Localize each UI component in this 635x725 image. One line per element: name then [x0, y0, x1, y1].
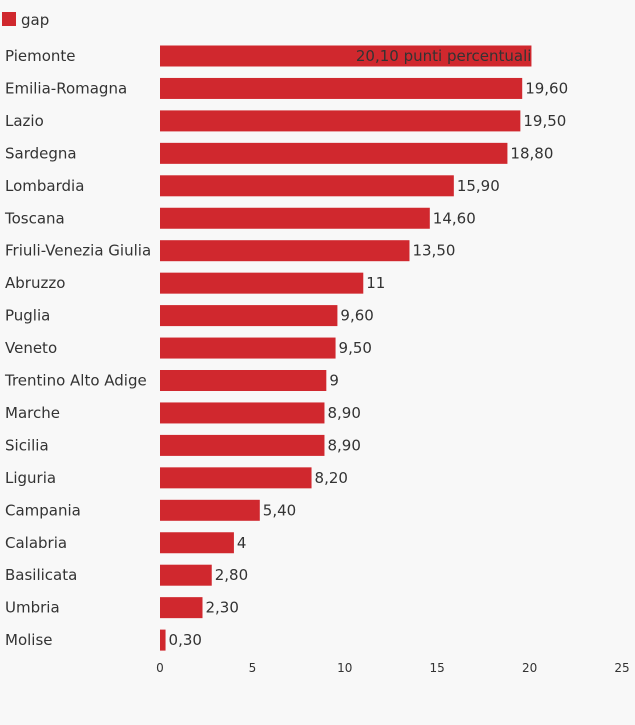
data-label: 8,90: [327, 404, 360, 422]
category-label: Marche: [5, 404, 60, 422]
data-label: 15,90: [457, 177, 500, 195]
bar: [160, 240, 410, 262]
x-tick-label: 0: [156, 661, 164, 675]
data-label: 0,30: [169, 631, 202, 649]
category-label: Calabria: [5, 534, 67, 552]
data-label: 11: [366, 274, 385, 292]
data-label: 2,30: [206, 599, 239, 617]
bar: [160, 272, 364, 294]
data-label: 14,60: [433, 209, 476, 227]
bar: [160, 629, 166, 651]
bar: [160, 402, 325, 424]
x-tick-label: 5: [249, 661, 257, 675]
data-label: 13,50: [412, 242, 455, 260]
bar: [160, 337, 336, 359]
data-label: 19,50: [523, 112, 566, 130]
category-label: Trentino Alto Adige: [4, 372, 147, 390]
bar: [160, 597, 203, 619]
data-label: 8,20: [315, 469, 348, 487]
bar: [160, 207, 430, 229]
x-tick-label: 25: [614, 661, 629, 675]
data-label: 19,60: [525, 79, 568, 97]
category-label: Campania: [5, 501, 81, 519]
bar: [160, 370, 327, 391]
bar: [160, 77, 523, 99]
x-tick-label: 20: [522, 661, 537, 675]
x-tick-label: 15: [430, 661, 445, 675]
category-label: Toscana: [4, 209, 65, 227]
data-label: 9,60: [340, 307, 373, 325]
bars: [160, 45, 532, 651]
data-label: 2,80: [215, 566, 248, 584]
legend-swatch-gap: [2, 12, 16, 26]
data-label: 20,10 punti percentuali: [356, 47, 532, 65]
category-label: Lombardia: [5, 177, 84, 195]
data-labels: 20,10 punti percentuali 19,60 19,50 18,80 15…: [169, 47, 569, 649]
bar: [160, 467, 312, 489]
category-label: Friuli-Venezia Giulia: [5, 242, 151, 260]
bar: [160, 305, 338, 327]
data-label: 5,40: [263, 501, 296, 519]
category-label: Veneto: [5, 339, 57, 357]
category-label: Molise: [5, 631, 53, 649]
category-labels: Piemonte Emilia-Romagna Lazio Sardegna Lomba…: [4, 47, 151, 649]
legend: gap: [2, 11, 49, 29]
category-label: Lazio: [5, 112, 44, 130]
bar: [160, 175, 454, 197]
bar: [160, 142, 508, 164]
bar: [160, 499, 260, 521]
category-label: Basilicata: [5, 566, 77, 584]
category-label: Sicilia: [5, 436, 49, 454]
bar: [160, 564, 212, 586]
legend-label-gap: gap: [21, 11, 49, 29]
category-label: Puglia: [5, 307, 50, 325]
bar: [160, 532, 234, 554]
data-label: 4: [237, 534, 247, 552]
data-label: 8,90: [327, 436, 360, 454]
data-label: 9: [329, 372, 339, 390]
data-label: 18,80: [510, 144, 553, 162]
data-label: 9,50: [339, 339, 372, 357]
category-label: Umbria: [5, 599, 60, 617]
category-label: Sardegna: [5, 144, 77, 162]
bar: [160, 45, 532, 67]
category-label: Abruzzo: [5, 274, 65, 292]
category-label: Emilia-Romagna: [5, 79, 127, 97]
bar: [160, 110, 521, 132]
category-label: Piemonte: [5, 47, 76, 65]
bar: [160, 434, 325, 456]
x-axis: 0 5 10 15 20 25: [156, 661, 629, 675]
category-label: Liguria: [5, 469, 56, 487]
x-tick-label: 10: [337, 661, 352, 675]
